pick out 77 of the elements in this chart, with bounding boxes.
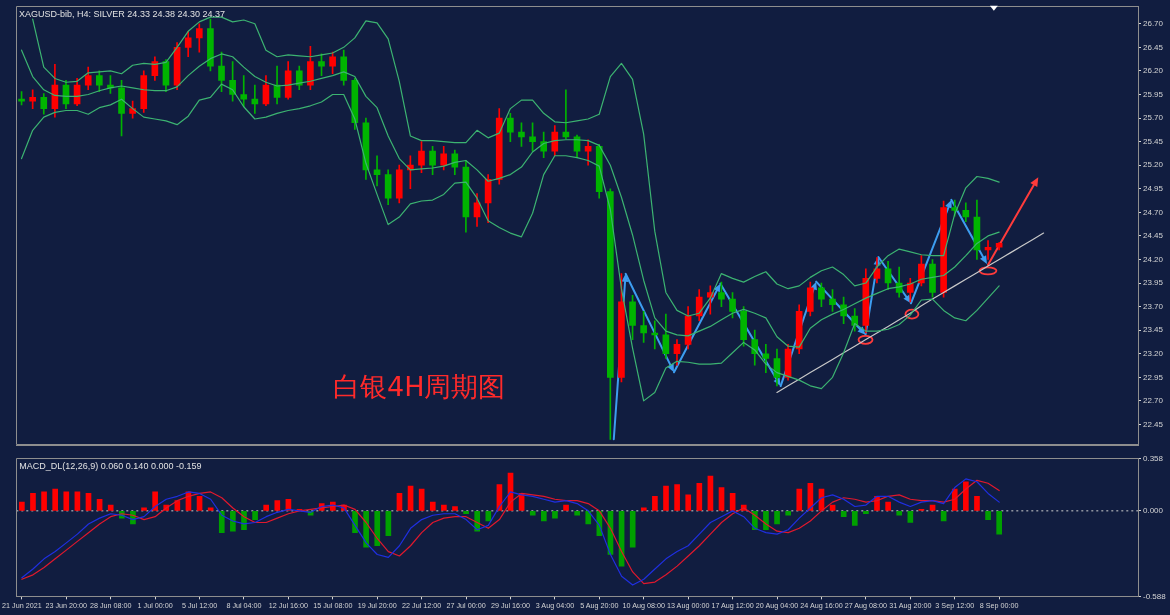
bar [85, 493, 92, 511]
bar [907, 511, 914, 523]
bar [629, 511, 636, 548]
y-tick-label: 24.20 [1143, 254, 1164, 264]
bar [718, 487, 725, 511]
bar [674, 484, 680, 511]
bar [41, 491, 47, 511]
y-tick-label: 0.358 [1143, 454, 1164, 463]
y-tick-label: 22.95 [1143, 372, 1164, 382]
bar [885, 501, 891, 511]
y-tick-label: 26.20 [1143, 66, 1164, 76]
chart-title: MACD_DL(12,26,9) 0.060 0.140 0.000 -0.159 [19, 460, 202, 471]
bar [418, 488, 425, 511]
bar [663, 485, 669, 511]
bar [485, 511, 492, 522]
bar [585, 511, 592, 525]
bar [896, 511, 903, 516]
bar [563, 504, 569, 511]
bar [452, 506, 458, 511]
bar [685, 494, 692, 511]
bar [696, 482, 703, 511]
bar [19, 501, 25, 511]
y-tick-label: 25.95 [1143, 89, 1164, 99]
bar [263, 504, 270, 511]
bar [63, 491, 70, 511]
chart-title: XAGUSD-bib, H4: SILVER 24.33 24.38 24.30 24.37 [19, 8, 225, 19]
bar [963, 481, 969, 511]
bar [529, 511, 536, 516]
bar [851, 511, 858, 526]
bar [541, 511, 547, 522]
bar [96, 498, 103, 511]
y-tick-label: 24.45 [1143, 231, 1164, 241]
y-tick-label: 22.70 [1143, 396, 1164, 406]
bar [652, 495, 658, 511]
annotation: 白银4H周期图 [332, 371, 506, 403]
bar [30, 493, 36, 511]
y-tick-label: 26.45 [1143, 42, 1164, 52]
bar [274, 500, 281, 511]
y-tick-label: 0.000 [1143, 506, 1164, 516]
bar [141, 507, 147, 511]
bar [840, 511, 847, 517]
bar [974, 495, 980, 511]
y-tick-label: 23.70 [1143, 301, 1164, 311]
y-tick-label: 23.95 [1143, 278, 1164, 288]
bar [640, 507, 647, 511]
bar [763, 511, 769, 531]
bar [396, 493, 403, 511]
y-tick-label: 25.70 [1143, 113, 1164, 123]
y-tick-label: 25.45 [1143, 136, 1164, 146]
y-tick-label: 25.20 [1143, 160, 1164, 170]
bar [107, 504, 114, 511]
y-tick-label: 26.70 [1143, 18, 1164, 28]
y-tick-label: 23.20 [1143, 348, 1164, 358]
bar [463, 511, 469, 515]
y-tick-label: 22.45 [1143, 419, 1164, 429]
bar [951, 488, 958, 511]
bar [152, 491, 158, 511]
bar [252, 511, 258, 520]
bar [230, 511, 236, 532]
y-tick-label: 24.70 [1143, 207, 1164, 217]
bar [774, 511, 780, 525]
bar [574, 511, 580, 516]
bar [52, 488, 59, 511]
bar [374, 511, 381, 547]
bar [796, 488, 803, 511]
bar [985, 511, 991, 520]
y-tick-label: 24.95 [1143, 183, 1164, 193]
bar [552, 511, 558, 519]
bar [218, 511, 225, 533]
bar [785, 511, 791, 516]
bar [441, 504, 447, 511]
y-tick-label: 23.45 [1143, 325, 1164, 335]
bar [429, 501, 436, 511]
bar [196, 495, 203, 511]
y-tick-label: -0.588 [1143, 591, 1167, 601]
bar [863, 511, 869, 515]
bar [996, 511, 1003, 535]
